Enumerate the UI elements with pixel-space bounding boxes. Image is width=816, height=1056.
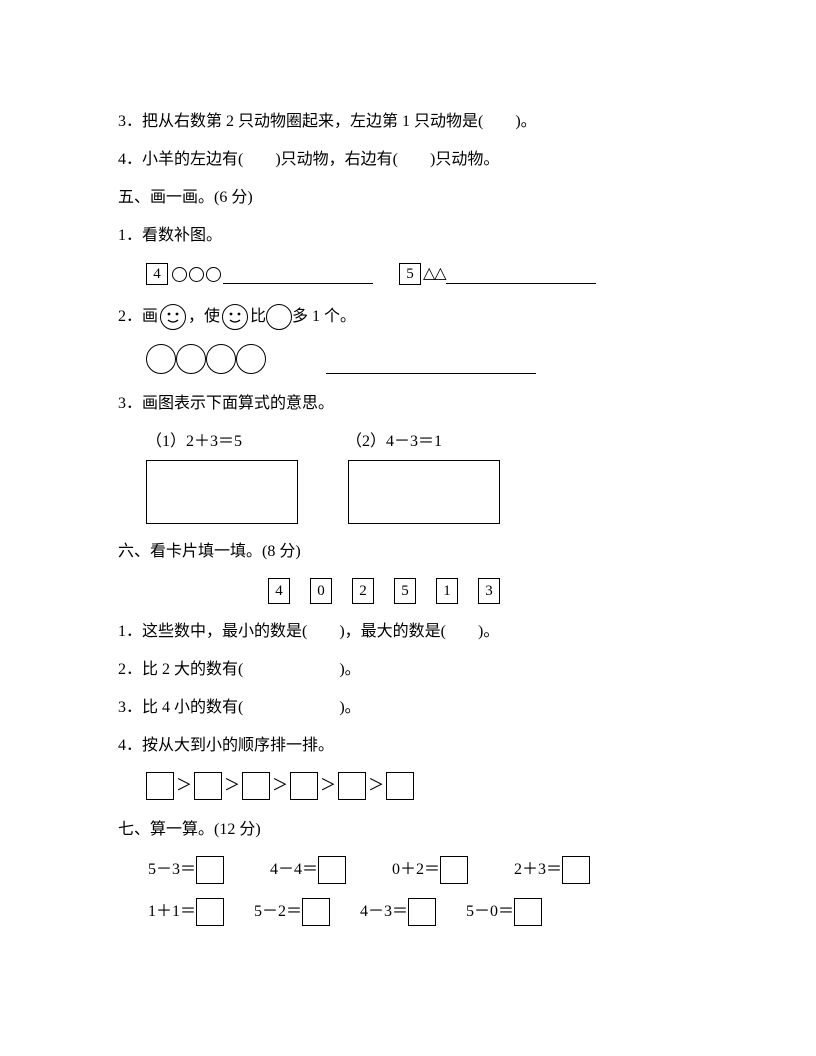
s5-p2-circles-row xyxy=(118,344,706,374)
answer-box[interactable] xyxy=(318,856,346,884)
s5-title-text: 五、画一画。(6 分) xyxy=(118,186,253,210)
answer-box[interactable] xyxy=(146,772,174,800)
answer-box[interactable] xyxy=(196,856,224,884)
calc-expr: 5－0＝ xyxy=(466,900,514,924)
s5-p1-text: 1．看数补图。 xyxy=(118,224,222,248)
s5-p2-suffix: 多 1 个。 xyxy=(292,305,356,329)
answer-box[interactable] xyxy=(302,898,330,926)
triangle-icons: △△ xyxy=(423,262,446,286)
s6-order-row: ＞ ＞ ＞ ＞ ＞ xyxy=(118,772,706,800)
s5-p1-label: 1．看数补图。 xyxy=(118,224,706,248)
s5-p2-mid1: ，使 xyxy=(188,305,220,329)
gt-symbol: ＞ xyxy=(176,774,192,798)
calc-expr: 5－3＝ xyxy=(148,858,196,882)
calc-expr: 2＋3＝ xyxy=(514,858,562,882)
number-card: 0 xyxy=(310,578,332,604)
calc-item: 5－2＝ xyxy=(254,898,330,926)
calc-item: 1＋1＝ xyxy=(148,898,224,926)
calc-expr: 4－4＝ xyxy=(270,858,318,882)
blank-line[interactable] xyxy=(446,265,596,284)
gt-symbol: ＞ xyxy=(368,774,384,798)
q3-text: 3．把从右数第 2 只动物圈起来，左边第 1 只动物是( )。 xyxy=(118,110,537,134)
drawing-box[interactable] xyxy=(348,460,500,524)
s5-p3-eqs: （1）2＋3＝5 （2）4－3＝1 xyxy=(118,430,706,454)
big-circle-icon xyxy=(206,344,236,374)
number-card: 2 xyxy=(352,578,374,604)
number-card: 3 xyxy=(478,578,500,604)
s5-title: 五、画一画。(6 分) xyxy=(118,186,706,210)
calc-item: 5－3＝ xyxy=(148,856,224,884)
s7-row1: 5－3＝ 4－4＝ 0＋2＝ 2＋3＝ xyxy=(148,856,706,884)
s6-p3: 3．比 4 小的数有( )。 xyxy=(118,696,706,720)
s6-cards-row: 4 0 2 5 1 3 xyxy=(118,578,706,604)
calc-item: 4－4＝ xyxy=(270,856,346,884)
circle-icon xyxy=(206,267,221,282)
s7-title-text: 七、算一算。(12 分) xyxy=(118,818,261,842)
s6-p2: 2．比 2 大的数有( )。 xyxy=(118,658,706,682)
s6-p3-text: 3．比 4 小的数有( )。 xyxy=(118,696,361,720)
answer-box[interactable] xyxy=(386,772,414,800)
calc-item: 0＋2＝ xyxy=(392,856,468,884)
blank-line[interactable] xyxy=(223,265,373,284)
smiley-icon xyxy=(222,304,248,330)
blank-line[interactable] xyxy=(326,355,536,374)
s5-p3-text: 3．画图表示下面算式的意思。 xyxy=(118,392,334,416)
s6-p1-text: 1．这些数中，最小的数是( )，最大的数是( )。 xyxy=(118,620,499,644)
calc-item: 2＋3＝ xyxy=(514,856,590,884)
worksheet-page: 3．把从右数第 2 只动物圈起来，左边第 1 只动物是( )。 4．小羊的左边有… xyxy=(0,0,816,1056)
calc-expr: 5－2＝ xyxy=(254,900,302,924)
big-circle-icon xyxy=(176,344,206,374)
circle-icon xyxy=(172,267,187,282)
big-circle-icon xyxy=(146,344,176,374)
s6-p4-text: 4．按从大到小的顺序排一排。 xyxy=(118,734,334,758)
s6-title-text: 六、看卡片填一填。(8 分) xyxy=(118,540,301,564)
number-card: 1 xyxy=(436,578,458,604)
answer-box[interactable] xyxy=(290,772,318,800)
drawing-box[interactable] xyxy=(146,460,298,524)
q3-line: 3．把从右数第 2 只动物圈起来，左边第 1 只动物是( )。 xyxy=(118,110,706,134)
s5-p1-row: 4 5 △△ xyxy=(118,262,706,286)
s5-p1-right-num: 5 xyxy=(399,263,421,285)
s5-p3-eq2: （2）4－3＝1 xyxy=(346,430,442,454)
q4-line: 4．小羊的左边有( )只动物，右边有( )只动物。 xyxy=(118,148,706,172)
gt-symbol: ＞ xyxy=(320,774,336,798)
big-circle-icon xyxy=(266,304,292,330)
s5-p2-row: 2．画 ，使 比 多 1 个。 xyxy=(118,304,706,330)
number-card: 5 xyxy=(394,578,416,604)
number-card: 4 xyxy=(268,578,290,604)
smiley-icon xyxy=(160,304,186,330)
answer-box[interactable] xyxy=(562,856,590,884)
calc-item: 4－3＝ xyxy=(360,898,436,926)
s6-p2-text: 2．比 2 大的数有( )。 xyxy=(118,658,361,682)
s6-p1: 1．这些数中，最小的数是( )，最大的数是( )。 xyxy=(118,620,706,644)
answer-box[interactable] xyxy=(338,772,366,800)
s5-p3-label: 3．画图表示下面算式的意思。 xyxy=(118,392,706,416)
circle-icon xyxy=(189,267,204,282)
s5-p3-rects xyxy=(118,460,706,524)
calc-expr: 1＋1＝ xyxy=(148,900,196,924)
s7-title: 七、算一算。(12 分) xyxy=(118,818,706,842)
s5-p3-eq1: （1）2＋3＝5 xyxy=(146,430,346,454)
s5-p2-prefix: 2．画 xyxy=(118,305,158,329)
answer-box[interactable] xyxy=(242,772,270,800)
answer-box[interactable] xyxy=(514,898,542,926)
gt-symbol: ＞ xyxy=(224,774,240,798)
s5-p1-left-num: 4 xyxy=(146,263,168,285)
s6-title: 六、看卡片填一填。(8 分) xyxy=(118,540,706,564)
answer-box[interactable] xyxy=(196,898,224,926)
answer-box[interactable] xyxy=(408,898,436,926)
s5-p2-mid2: 比 xyxy=(250,305,266,329)
calc-item: 5－0＝ xyxy=(466,898,542,926)
answer-box[interactable] xyxy=(194,772,222,800)
answer-box[interactable] xyxy=(440,856,468,884)
s7-row2: 1＋1＝ 5－2＝ 4－3＝ 5－0＝ xyxy=(148,898,706,926)
calc-expr: 0＋2＝ xyxy=(392,858,440,882)
calc-expr: 4－3＝ xyxy=(360,900,408,924)
gt-symbol: ＞ xyxy=(272,774,288,798)
s6-p4: 4．按从大到小的顺序排一排。 xyxy=(118,734,706,758)
big-circle-icon xyxy=(236,344,266,374)
q4-text: 4．小羊的左边有( )只动物，右边有( )只动物。 xyxy=(118,148,499,172)
